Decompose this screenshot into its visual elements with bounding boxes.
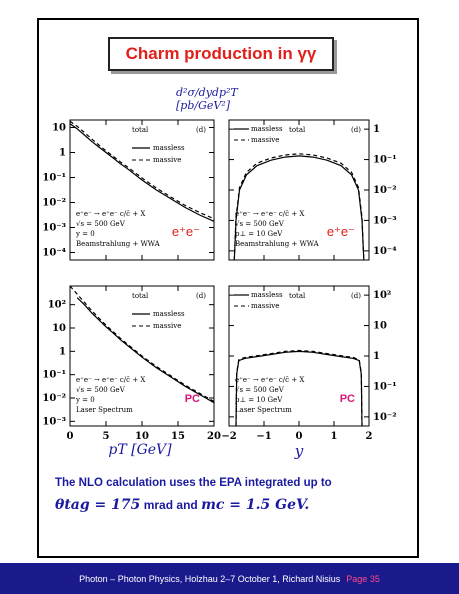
x-axis-label-pt: pT [GeV] bbox=[108, 442, 172, 458]
legend-massless: massless bbox=[153, 310, 185, 318]
y-tick-label: 10⁻¹ bbox=[373, 381, 397, 392]
panel-tag: e⁺e⁻ bbox=[172, 224, 200, 239]
legend-massive: massive bbox=[251, 136, 279, 144]
y-tick-label: 10⁻³ bbox=[42, 223, 66, 234]
panel-annotation: y = 0 bbox=[75, 230, 95, 238]
series-massive bbox=[69, 120, 215, 220]
y-tick-label: 10⁻¹ bbox=[42, 370, 66, 381]
panel-annotation: p⊥ = 10 GeV bbox=[235, 396, 283, 404]
series-massless bbox=[69, 123, 215, 222]
y-tick-label: 10² bbox=[373, 290, 391, 301]
panel-annotation: √s = 500 GeV bbox=[76, 386, 126, 394]
panel-annotation: y = 0 bbox=[75, 396, 95, 404]
y-tick-label: 10 bbox=[52, 123, 66, 134]
note-theta: θtag = 175 bbox=[55, 497, 141, 513]
legend-massless: massless bbox=[251, 125, 283, 133]
legend-total: total bbox=[289, 126, 306, 134]
panel-tag: e⁺e⁻ bbox=[327, 224, 355, 239]
panel-annotation: Beamstrahlung + WWA bbox=[235, 240, 320, 248]
series-massive bbox=[235, 349, 363, 427]
panel-annotation: e⁺e⁻ → e⁺e⁻ c/c̄ + X bbox=[235, 376, 304, 384]
y-tick-label: 1 bbox=[373, 351, 380, 362]
x-tick-label: 2 bbox=[366, 431, 373, 442]
y-tick-label: 10⁻¹ bbox=[42, 173, 66, 184]
x-tick-label: −2 bbox=[221, 431, 236, 442]
y-tick-label: 10 bbox=[52, 323, 66, 334]
footer-page: Page 35 bbox=[346, 573, 380, 584]
legend-massive: massive bbox=[153, 156, 181, 164]
panel-annotation: Laser Spectrum bbox=[235, 406, 292, 414]
panel-annotation: p⊥ = 10 GeV bbox=[235, 230, 283, 238]
panel-corner-label: (d) bbox=[196, 292, 206, 300]
y-tick-label: 1 bbox=[59, 346, 66, 357]
panel-annotation: Laser Spectrum bbox=[76, 406, 133, 414]
panel-annotation: e⁺e⁻ → e⁺e⁻ c/c̄ + X bbox=[235, 210, 304, 218]
slide-frame bbox=[37, 18, 419, 558]
x-tick-label: 0 bbox=[296, 431, 303, 442]
note-line-1: The NLO calculation uses the EPA integra… bbox=[55, 477, 332, 489]
y-tick-label: 10⁻¹ bbox=[373, 155, 397, 166]
footer-bar: Photon – Photon Physics, Holzhau 2–7 Oct… bbox=[0, 563, 459, 594]
series-massless bbox=[76, 297, 215, 404]
legend-total: total bbox=[132, 126, 149, 134]
legend-total: total bbox=[289, 292, 306, 300]
series-massless bbox=[235, 350, 363, 427]
x-tick-label: 1 bbox=[331, 431, 338, 442]
panel-annotation: e⁺e⁻ → e⁺e⁻ c/c̄ + X bbox=[76, 210, 145, 218]
series-massive bbox=[233, 153, 365, 261]
y-tick-label: 10² bbox=[48, 300, 66, 311]
x-tick-label: 10 bbox=[135, 431, 149, 442]
y-tick-label: 10⁻² bbox=[42, 393, 66, 404]
y-tick-label: 10⁻³ bbox=[42, 416, 66, 427]
panel-corner-label: (d) bbox=[351, 292, 361, 300]
panel-corner-label: (d) bbox=[351, 126, 361, 134]
x-axis-label-y: y bbox=[294, 442, 304, 460]
y-tick-label: 10⁻² bbox=[373, 412, 397, 423]
legend-massive: massive bbox=[153, 322, 181, 330]
x-tick-label: 0 bbox=[67, 431, 74, 442]
panel-annotation: √s = 500 GeV bbox=[235, 386, 285, 394]
x-tick-label: 20 bbox=[207, 431, 221, 442]
legend-massless: massless bbox=[153, 144, 185, 152]
y-tick-label: 10⁻⁴ bbox=[42, 248, 66, 259]
y-tick-label: 10⁻² bbox=[373, 185, 397, 196]
note-line-2: θtag = 175 mrad and mc = 1.5 GeV. bbox=[55, 497, 309, 513]
legend-massive: massive bbox=[251, 302, 279, 310]
y-tick-label: 1 bbox=[373, 124, 380, 135]
note-unit: mrad and bbox=[143, 498, 198, 512]
panel-frame-top-right bbox=[228, 119, 370, 261]
panel-frame-bottom-right bbox=[228, 285, 370, 427]
x-tick-label: 15 bbox=[171, 431, 185, 442]
footer-text: Photon – Photon Physics, Holzhau 2–7 Oct… bbox=[79, 573, 341, 584]
note-mass: mc = 1.5 GeV. bbox=[201, 497, 310, 513]
y-tick-label: 10⁻² bbox=[42, 198, 66, 209]
panel-annotation: √s = 500 GeV bbox=[235, 220, 285, 228]
y-axis-header: d²σ/dydp²T [pb/GeV²] bbox=[176, 86, 238, 112]
x-tick-label: 5 bbox=[103, 431, 110, 442]
y-tick-label: 1 bbox=[59, 148, 66, 159]
panel-annotation: e⁺e⁻ → e⁺e⁻ c/c̄ + X bbox=[76, 376, 145, 384]
y-tick-label: 10⁻⁴ bbox=[373, 246, 397, 257]
legend-massless: massless bbox=[251, 291, 283, 299]
series-massless bbox=[233, 155, 365, 261]
y-tick-label: 10 bbox=[373, 321, 387, 332]
slide-title: Charm production in γγ bbox=[108, 37, 334, 71]
panel-annotation: Beamstrahlung + WWA bbox=[76, 240, 161, 248]
y-tick-label: 10⁻³ bbox=[373, 215, 397, 226]
panel-annotation: √s = 500 GeV bbox=[76, 220, 126, 228]
panel-tag: PC bbox=[340, 393, 355, 405]
panel-tag: PC bbox=[185, 393, 200, 405]
panel-corner-label: (d) bbox=[196, 126, 206, 134]
slide-title-text: Charm production in γγ bbox=[125, 44, 317, 63]
series-massive bbox=[69, 285, 215, 403]
legend-total: total bbox=[132, 292, 149, 300]
x-tick-label: −1 bbox=[256, 431, 271, 442]
